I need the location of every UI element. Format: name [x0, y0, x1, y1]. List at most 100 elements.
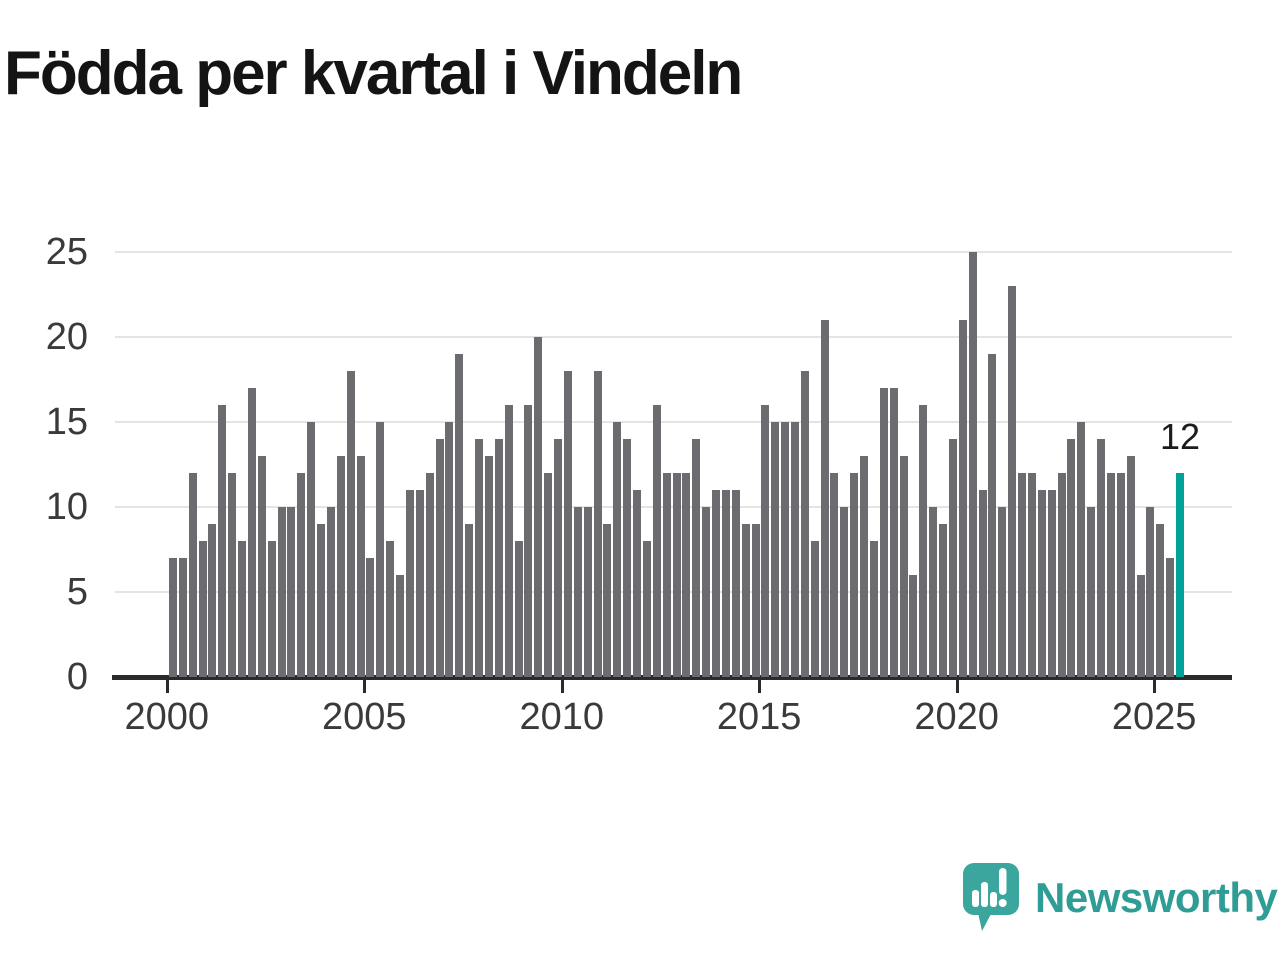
bar-2016-q1: [800, 371, 809, 677]
bar-2012-q1: [642, 541, 651, 677]
bar-2019-q3: [939, 524, 948, 677]
bar-2017-q2: [850, 473, 859, 677]
bar-2005-q4: [396, 575, 405, 677]
bar-2004-q4: [356, 456, 365, 677]
bar-2008-q1: [484, 456, 493, 677]
bar-2005-q1: [366, 558, 375, 677]
bar-2019-q2: [929, 507, 938, 677]
bar-2007-q4: [475, 439, 484, 677]
bar-2023-q3: [1097, 439, 1106, 677]
y-tick-label-0: 0: [66, 656, 88, 698]
x-axis-line: [112, 675, 1232, 680]
bar-2012-q2: [652, 405, 661, 677]
newsworthy-wordmark: Newsworthy: [1035, 874, 1278, 921]
x-tick-label-2010: 2010: [519, 696, 604, 738]
x-tick-label-2025: 2025: [1111, 696, 1197, 738]
bar-2024-q2: [1126, 456, 1135, 677]
bar-2007-q1: [445, 422, 454, 677]
bar-2002-q4: [277, 507, 286, 677]
bar-2017-q3: [860, 456, 869, 677]
bar-2012-q3: [662, 473, 671, 677]
bar-2009-q3: [544, 473, 553, 677]
bar-2018-q4: [909, 575, 918, 677]
bar-2011-q3: [623, 439, 632, 677]
bar-2008-q2: [494, 439, 503, 677]
x-tick-label-2005: 2005: [321, 696, 407, 738]
bar-2002-q1: [247, 388, 256, 677]
gridline-20: [115, 336, 1232, 338]
bar-2018-q1: [879, 388, 888, 677]
y-tick-label-5: 5: [66, 571, 88, 613]
bar-2005-q2: [376, 422, 385, 677]
bar-2001-q4: [238, 541, 247, 677]
gridline-15: [115, 421, 1232, 423]
bar-2016-q3: [820, 320, 829, 677]
bar-2017-q1: [840, 507, 849, 677]
bar-2018-q3: [899, 456, 908, 677]
bar-2014-q3: [741, 524, 750, 677]
bar-2016-q4: [830, 473, 839, 677]
logo-bar-3: [990, 892, 997, 907]
bar-2024-q1: [1116, 473, 1125, 677]
bar-2015-q3: [781, 422, 790, 677]
bar-2001-q1: [208, 524, 217, 677]
bar-2015-q1: [761, 405, 770, 677]
bar-2000-q2: [178, 558, 187, 677]
x-tick-2020: [955, 680, 959, 693]
bar-2014-q1: [721, 490, 730, 677]
x-tick-2010: [560, 680, 564, 693]
bar-2010-q1: [563, 371, 572, 677]
bar-2010-q2: [573, 507, 582, 677]
last-value-annotation: 12: [1159, 416, 1201, 457]
bar-2024-q4: [1146, 507, 1155, 677]
bar-2022-q2: [1047, 490, 1056, 677]
bar-2008-q4: [514, 541, 523, 677]
bar-2007-q3: [465, 524, 474, 677]
bar-2012-q4: [672, 473, 681, 677]
bar-2011-q4: [633, 490, 642, 677]
bar-2021-q1: [998, 507, 1007, 677]
bar-2019-q1: [919, 405, 928, 677]
bar-2025-q2: [1166, 558, 1175, 677]
bar-2006-q2: [415, 490, 424, 677]
bar-2004-q2: [336, 456, 345, 677]
x-tick-2015: [758, 680, 762, 693]
y-tick-label-10: 10: [45, 486, 88, 528]
bar-2024-q3: [1136, 575, 1145, 677]
logo-bar-2: [981, 882, 988, 907]
bar-2022-q1: [1037, 490, 1046, 677]
bar-2014-q2: [731, 490, 740, 677]
bar-2003-q2: [297, 473, 306, 677]
bar-2009-q2: [534, 337, 543, 677]
bar-2020-q2: [968, 252, 977, 677]
bar-2010-q4: [593, 371, 602, 677]
bar-2020-q4: [988, 354, 997, 677]
chart-title: Födda per kvartal i Vindeln: [4, 39, 743, 108]
newsworthy-logo-icon: [963, 863, 1019, 931]
bar-2009-q1: [524, 405, 533, 677]
bar-2010-q3: [583, 507, 592, 677]
bar-2000-q1: [169, 558, 177, 677]
bar-2020-q1: [958, 320, 967, 677]
bar-2008-q3: [504, 405, 513, 677]
bar-2023-q2: [1087, 507, 1096, 677]
bar-2020-q3: [978, 490, 987, 677]
bar-2001-q3: [228, 473, 237, 677]
bar-2002-q3: [267, 541, 276, 677]
bar-2014-q4: [751, 524, 760, 677]
bar-2004-q1: [326, 507, 335, 677]
bar-2007-q2: [455, 354, 464, 677]
logo-exclamation-dot: [998, 899, 1007, 907]
bar-2005-q3: [386, 541, 395, 677]
x-tick-label-2020: 2020: [914, 696, 999, 738]
bar-2016-q2: [810, 541, 819, 677]
bar-2021-q2: [1008, 286, 1017, 677]
bar-2003-q3: [307, 422, 316, 677]
gridline-25: [115, 251, 1232, 253]
bar-2009-q4: [554, 439, 563, 677]
bar-2021-q4: [1027, 473, 1036, 677]
bar-2017-q4: [869, 541, 878, 677]
x-tick-label-2015: 2015: [716, 696, 802, 738]
